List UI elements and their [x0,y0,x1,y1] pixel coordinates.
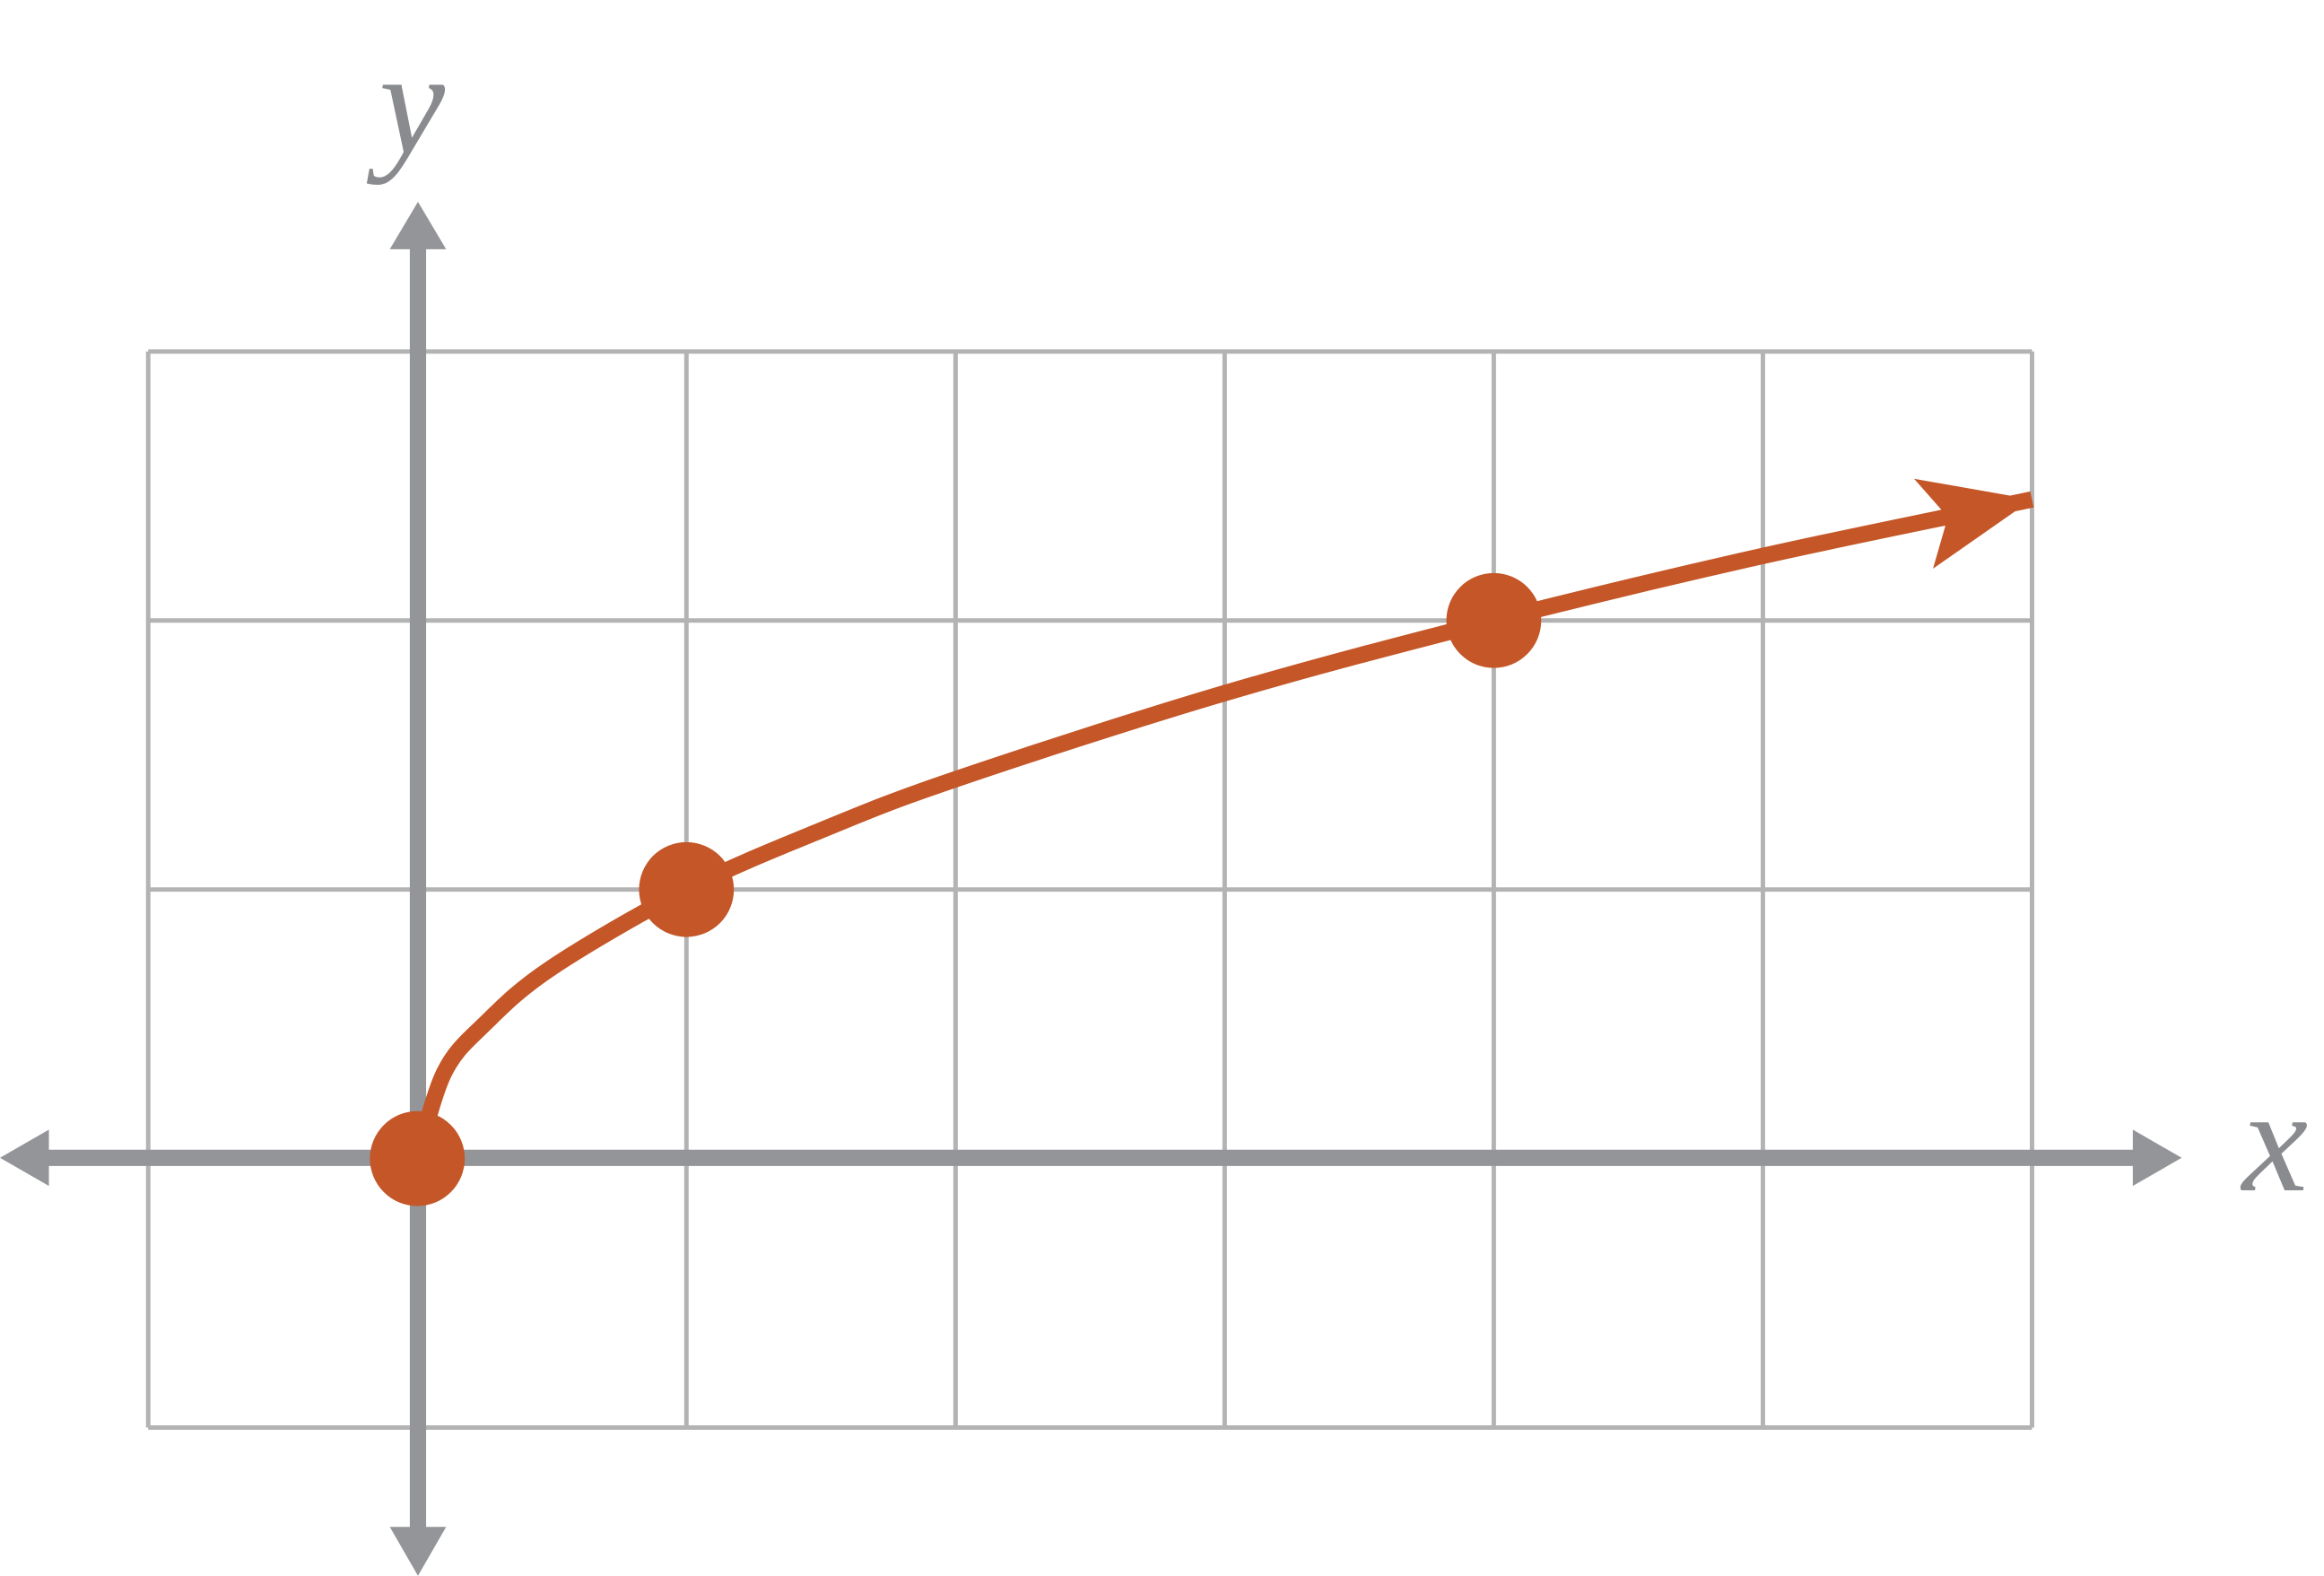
x-axis-arrow-right [2132,1129,2182,1187]
grid [145,349,2034,1430]
curve-arrowhead [1914,478,2032,570]
point [1446,572,1542,668]
point [370,1110,466,1206]
curve [409,491,2034,1162]
y-axis-arrow-top [389,201,447,249]
x-axis-arrow-left [0,1129,49,1187]
marks [370,478,2034,1206]
y-axis-arrow-bottom [389,1527,447,1576]
point [639,841,735,937]
axes: y x [0,21,2308,1576]
y-axis-label: y [367,21,446,185]
x-axis-label: x [2240,1058,2308,1223]
